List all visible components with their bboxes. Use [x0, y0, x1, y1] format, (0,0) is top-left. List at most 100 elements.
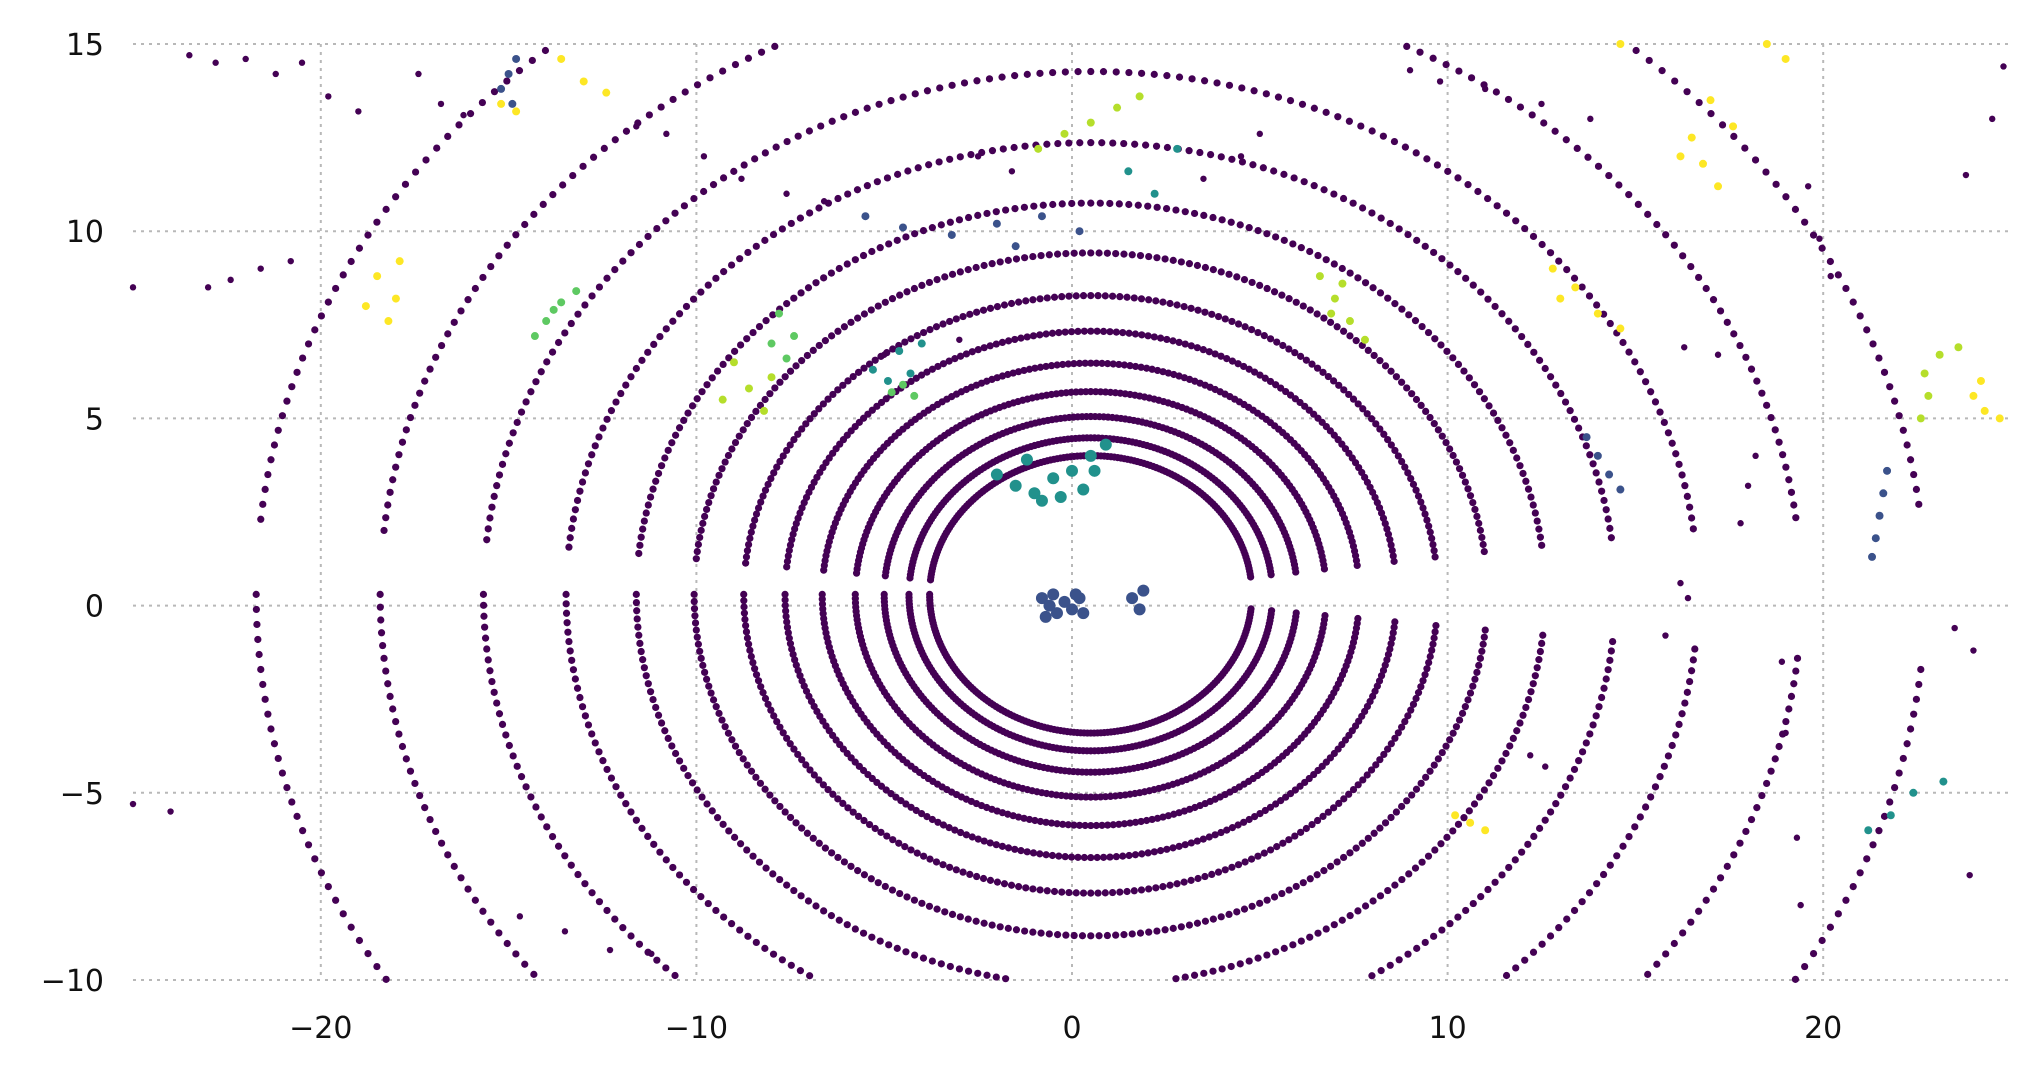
ring-point: [746, 646, 754, 654]
ring-point: [1906, 456, 1915, 464]
ring-point: [1278, 889, 1286, 898]
ring-point: [1261, 374, 1269, 382]
ring-point: [956, 153, 964, 161]
ring-point: [1004, 924, 1012, 932]
ring-point: [779, 452, 787, 460]
ring-point: [1446, 920, 1454, 928]
ring-point: [1234, 821, 1242, 829]
near-cluster-point: [1009, 479, 1022, 492]
ring-point: [771, 797, 779, 805]
ring-point: [1511, 856, 1519, 864]
ring-point: [1074, 68, 1082, 76]
background-point: [1008, 168, 1016, 175]
ring-point: [457, 874, 465, 882]
ring-point: [1546, 808, 1555, 816]
background-point: [204, 284, 212, 291]
ring-point: [1480, 786, 1488, 794]
ring-point: [867, 875, 875, 883]
background-point: [287, 257, 294, 265]
ring-point: [304, 340, 313, 348]
ring-point: [1289, 240, 1297, 248]
ring-point: [996, 258, 1004, 266]
cluster-10-point: [1699, 159, 1708, 168]
ring-point: [635, 549, 643, 558]
ring-point: [1747, 365, 1756, 373]
ring-point: [1856, 869, 1864, 877]
ring-point: [1863, 326, 1871, 334]
ring-point: [1573, 144, 1581, 153]
ring-point: [661, 454, 669, 462]
ring-point: [1767, 413, 1775, 422]
ring-point: [700, 187, 708, 196]
ring-point: [1201, 263, 1210, 272]
ring-point: [1915, 680, 1923, 689]
ring-point: [1263, 230, 1271, 238]
ring-point: [742, 621, 750, 630]
ring-point: [781, 808, 789, 816]
ring-point: [1131, 818, 1140, 826]
ring-point: [885, 240, 893, 248]
ring-point: [1598, 487, 1606, 495]
ring-point: [689, 295, 698, 303]
ring-point: [873, 178, 881, 186]
ring-point: [640, 664, 648, 672]
ring-point: [1423, 155, 1431, 163]
ring-point: [1656, 408, 1664, 416]
ring-point: [591, 739, 599, 747]
ring-point: [283, 783, 291, 792]
ring-point: [1895, 769, 1903, 777]
ring-point: [562, 600, 570, 608]
ring-point: [1012, 255, 1021, 263]
ring-point: [1681, 482, 1689, 490]
ring-point: [603, 274, 611, 282]
ring-point: [1602, 675, 1610, 683]
ring-point: [1194, 874, 1202, 883]
ring-point: [1247, 605, 1255, 613]
ring-point: [1446, 736, 1454, 744]
ring-point: [1370, 829, 1378, 837]
ring-point: [1369, 897, 1377, 905]
ring-point: [1709, 296, 1718, 304]
ring-point: [786, 367, 795, 375]
ring-point: [488, 503, 496, 511]
background-point: [1966, 871, 1973, 879]
background-point: [1827, 272, 1834, 280]
ring-point: [1359, 405, 1367, 413]
ring-point: [776, 723, 784, 731]
ring-point: [957, 352, 965, 360]
ring-point: [1023, 70, 1031, 78]
ring-point: [1566, 774, 1574, 782]
ring-point: [1469, 498, 1477, 507]
cluster-0-point: [391, 294, 400, 303]
ring-point: [1087, 327, 1095, 335]
ring-point: [901, 843, 909, 851]
ring-point: [559, 181, 567, 189]
ring-point: [1467, 74, 1476, 82]
ring-point: [854, 867, 862, 875]
ring-point: [1449, 827, 1457, 835]
ring-point: [1386, 536, 1394, 544]
ring-point: [893, 944, 901, 952]
ring-point: [1412, 694, 1420, 703]
ring-point: [1494, 416, 1502, 425]
near-cluster-point: [1047, 472, 1060, 485]
ring-point: [1405, 870, 1413, 878]
ring-point: [727, 920, 736, 928]
ring-point: [479, 590, 488, 598]
ring-point: [1763, 779, 1771, 788]
ring-point: [1742, 827, 1750, 836]
ring-point: [790, 435, 798, 444]
ring-point: [1391, 300, 1399, 308]
ring-point: [755, 858, 764, 866]
ring-point: [1260, 332, 1268, 340]
ring-point: [893, 236, 901, 244]
ring-point: [973, 77, 981, 85]
cluster-13-point: [1976, 376, 1985, 385]
ring-point: [1631, 823, 1639, 831]
ring-point: [840, 113, 848, 121]
ring-point: [1169, 337, 1177, 345]
ring-point: [1200, 969, 1208, 977]
ring-point: [1172, 206, 1180, 214]
ring-point: [1338, 916, 1346, 924]
ring-point: [740, 597, 748, 605]
